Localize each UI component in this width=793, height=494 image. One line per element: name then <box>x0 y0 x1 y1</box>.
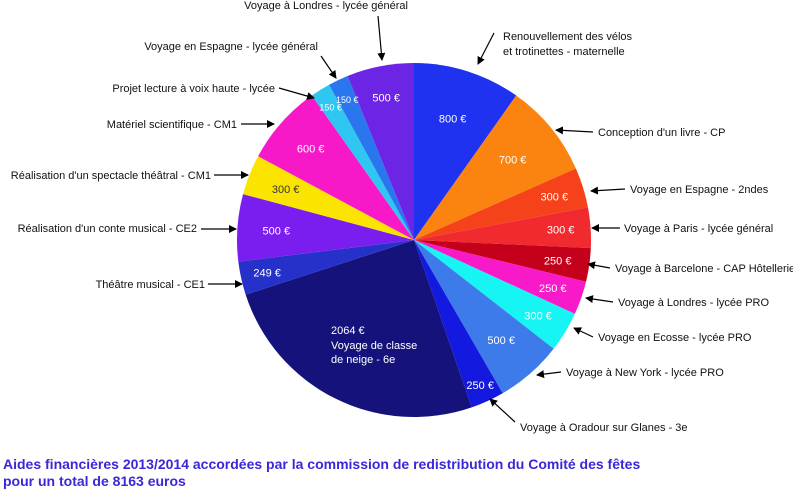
slice-category-label: Voyage à Paris - lycée général <box>624 223 773 235</box>
slice-value-label: 150 € <box>319 102 342 112</box>
slice-value-label: 300 € <box>524 310 552 322</box>
leader-arrow <box>590 186 626 195</box>
slice-inner-description: Voyage de classe <box>331 340 417 352</box>
leader-arrow <box>477 32 495 65</box>
slice-category-label: Matériel scientifique - CM1 <box>107 119 237 131</box>
pie-chart: 800 € 700 € 300 € 300 € 250 € 250 € 300 € 500 €… <box>11 0 793 434</box>
leader-arrow <box>320 55 337 79</box>
leader-arrow <box>573 327 594 338</box>
pie-slice <box>414 63 517 240</box>
slice-category-label: Projet lecture à voix haute - lycée <box>112 83 275 95</box>
caption-line-2: pour un total de 8163 euros <box>3 473 186 489</box>
pie-slice <box>311 84 414 240</box>
caption-line-1: Aides financières 2013/2014 accordées pa… <box>3 456 641 472</box>
slice-value-label: 250 € <box>539 283 567 295</box>
slice-value-label: 2064 € <box>331 325 365 337</box>
pie-slice <box>245 240 472 418</box>
pie-slice <box>243 156 414 240</box>
slice-value-label: 800 € <box>439 114 467 126</box>
slice-category-label: Voyage en Espagne - 2ndes <box>630 184 769 196</box>
slice-value-label: 600 € <box>297 144 325 156</box>
leader-arrow <box>536 370 562 379</box>
slice-category-label: Réalisation d'un conte musical - CE2 <box>18 223 197 235</box>
slice-value-label: 150 € <box>336 95 359 105</box>
slice-value-label: 500 € <box>263 225 291 237</box>
pie-slice <box>414 207 592 249</box>
pie-slice <box>414 168 588 240</box>
pie-slice <box>414 240 587 314</box>
pie-slice <box>414 240 591 282</box>
slice-value-label: 300 € <box>272 184 300 196</box>
slice-category-label: Théâtre musical - CE1 <box>96 279 205 291</box>
leader-arrow <box>377 15 386 61</box>
slice-category-label: et trotinettes - maternelle <box>503 46 625 58</box>
slice-inner-description: de neige - 6e <box>331 354 395 366</box>
slice-category-label: Voyage à Londres - lycée général <box>244 0 408 12</box>
slice-value-label: 249 € <box>253 268 281 280</box>
slice-category-label: Voyage à Oradour sur Glanes - 3e <box>520 422 688 434</box>
leader-arrow <box>278 87 315 100</box>
pie-slice <box>414 240 575 349</box>
slice-category-label: Réalisation d'un spectacle théâtral - CM… <box>11 170 211 182</box>
leader-arrow <box>489 398 516 423</box>
slice-category-label: Voyage à Barcelone - CAP Hôtellerie <box>615 263 793 275</box>
pie-slice <box>414 240 554 394</box>
slice-value-label: 500 € <box>487 335 515 347</box>
chart-caption: Aides financières 2013/2014 accordées pa… <box>3 456 791 490</box>
leader-arrow <box>555 126 594 135</box>
pie-slice <box>414 95 576 240</box>
slice-category-label: Voyage à Londres - lycée PRO <box>618 297 769 309</box>
slice-category-label: Voyage à New York - lycée PRO <box>566 367 724 379</box>
leader-arrow <box>585 295 614 303</box>
slice-category-label: Voyage en Espagne - lycée général <box>144 41 318 53</box>
pie-slice <box>238 240 414 295</box>
slice-category-label: Conception d'un livre - CP <box>598 127 725 139</box>
slice-value-label: 700 € <box>499 154 527 166</box>
slice-value-label: 300 € <box>541 192 569 204</box>
leader-arrow <box>587 261 611 270</box>
slice-value-label: 300 € <box>547 225 575 237</box>
slice-value-label: 250 € <box>544 256 572 268</box>
pie-slice <box>237 194 414 262</box>
slice-category-label: Voyage en Ecosse - lycée PRO <box>598 332 752 344</box>
pie-slice <box>329 75 414 240</box>
pie-slice <box>414 240 503 408</box>
slice-value-label: 250 € <box>466 380 494 392</box>
slice-category-label: Renouvellement des vélos <box>503 31 633 43</box>
slice-value-label: 500 € <box>372 93 400 105</box>
pie-slice <box>347 63 414 240</box>
pie-slice <box>258 95 414 240</box>
